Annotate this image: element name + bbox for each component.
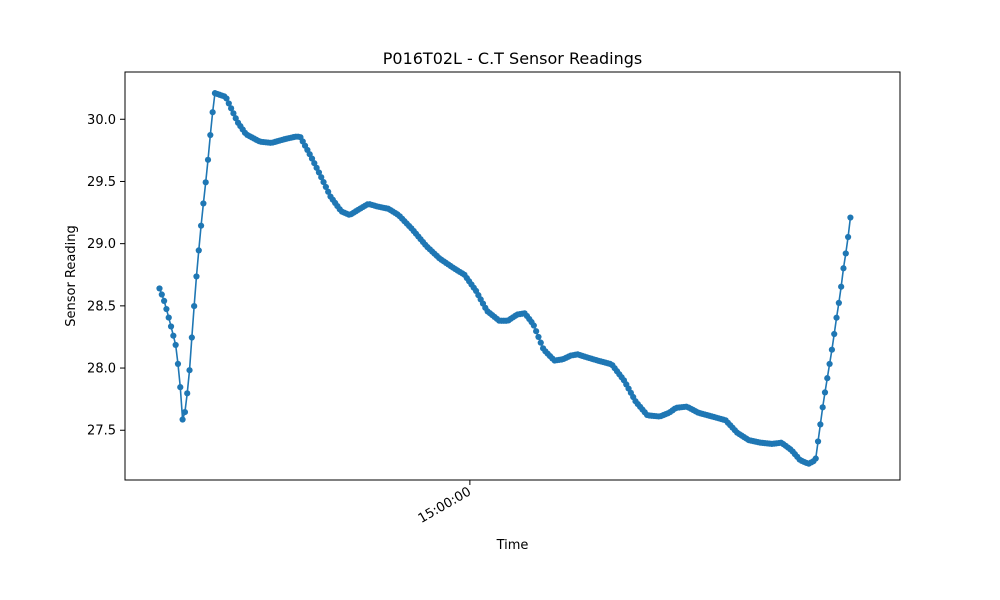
data-point — [844, 233, 852, 241]
data-point — [225, 100, 232, 107]
data-point — [228, 105, 235, 112]
data-point — [195, 247, 202, 254]
data-point — [191, 303, 198, 310]
data-point — [184, 390, 191, 397]
data-point — [533, 328, 540, 335]
data-point — [530, 322, 537, 329]
data-point — [322, 183, 329, 191]
data-point — [161, 297, 168, 304]
data-point — [167, 323, 175, 330]
data-point — [311, 160, 318, 167]
data-point — [318, 174, 325, 181]
data-point — [223, 95, 230, 102]
data-point — [828, 346, 836, 353]
data-point — [315, 169, 323, 176]
data-point — [840, 265, 847, 272]
y-axis: 27.5 28.0 28.5 29.0 29.5 30.0 — [87, 113, 125, 439]
data-point — [819, 404, 826, 411]
data-point — [204, 156, 212, 163]
data-point — [230, 110, 237, 117]
data-point — [181, 408, 189, 416]
data-point — [179, 416, 186, 423]
data-point — [170, 332, 177, 339]
y-axis-label: Sensor Reading — [64, 225, 79, 326]
data-point — [186, 367, 193, 374]
data-point — [842, 250, 849, 257]
data-point — [308, 155, 316, 162]
data-point — [172, 341, 179, 349]
y-tick-label: 28.5 — [87, 299, 116, 314]
data-point — [313, 164, 320, 171]
data-point — [817, 421, 824, 428]
data-point — [537, 339, 544, 346]
data-point — [207, 131, 214, 139]
data-point — [209, 109, 216, 116]
data-point — [158, 291, 165, 298]
data-point — [197, 222, 205, 229]
chart-title: P016T02L - C.T Sensor Readings — [383, 49, 643, 68]
data-point — [188, 334, 195, 341]
x-tick-label: 15:00:00 — [416, 484, 474, 526]
data-point — [174, 360, 182, 367]
y-tick-label: 29.0 — [87, 237, 116, 252]
data-point — [320, 178, 327, 186]
data-point — [165, 314, 172, 321]
y-tick-label: 29.5 — [87, 175, 116, 190]
data-point — [156, 285, 163, 292]
data-point — [835, 299, 842, 307]
y-tick-label: 28.0 — [87, 362, 116, 377]
data-point — [826, 360, 833, 368]
y-tick-label: 27.5 — [87, 424, 116, 439]
data-point — [200, 200, 207, 207]
plot-area-frame — [124, 71, 901, 481]
data-point — [193, 273, 200, 280]
data-point — [824, 375, 831, 382]
data-point — [163, 305, 170, 313]
data-point — [847, 214, 854, 221]
data-point — [833, 314, 840, 321]
data-point — [831, 330, 838, 338]
data-point — [177, 384, 184, 391]
data-point — [821, 389, 829, 396]
data-point — [812, 455, 819, 462]
series-layer — [156, 90, 854, 467]
data-point — [838, 283, 845, 290]
data-point — [325, 188, 332, 195]
y-tick-label: 30.0 — [87, 113, 116, 128]
data-point — [535, 333, 542, 341]
data-point — [814, 438, 822, 445]
x-axis: 15:00:00 — [416, 480, 474, 527]
x-axis-label: Time — [496, 538, 529, 553]
data-point — [202, 179, 209, 186]
